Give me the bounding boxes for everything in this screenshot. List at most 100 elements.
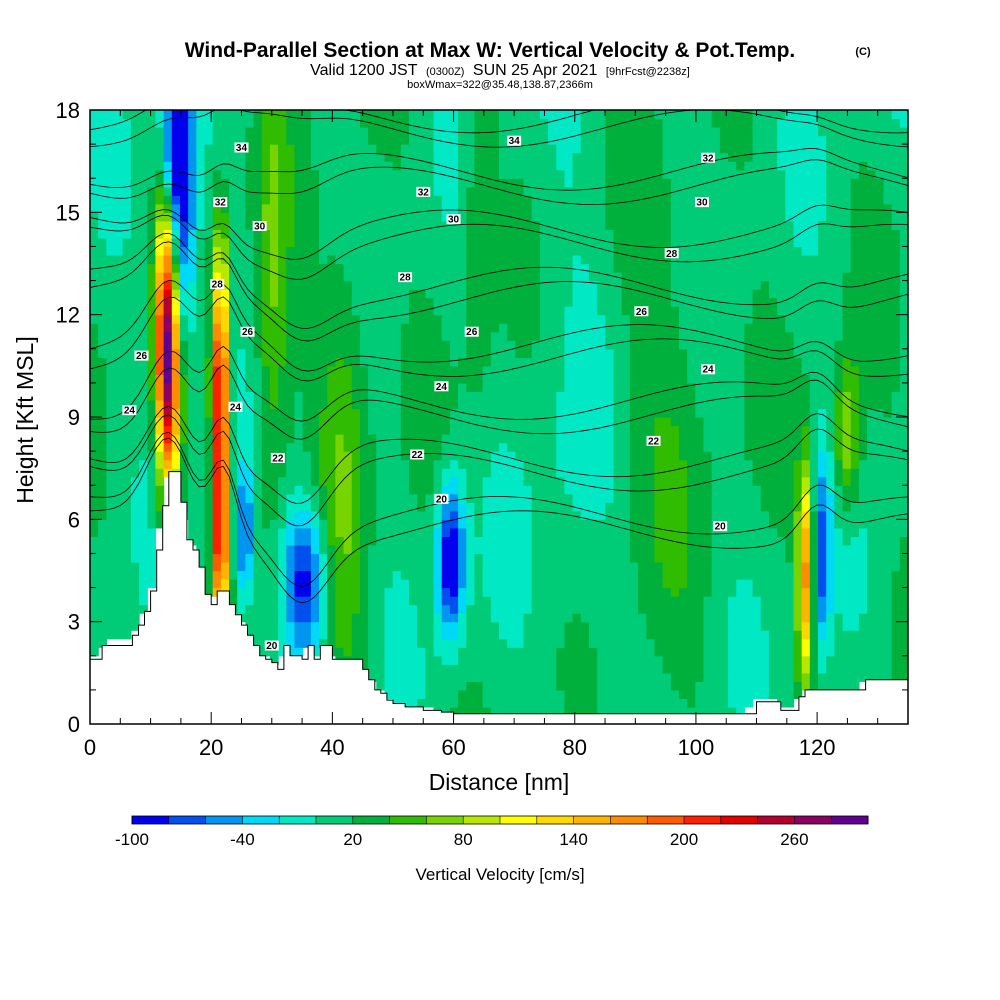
- velocity-cell: [482, 570, 492, 580]
- velocity-cell: [638, 672, 647, 682]
- velocity-cell: [507, 519, 516, 529]
- velocity-cell: [621, 246, 631, 256]
- velocity-cell: [564, 135, 574, 145]
- velocity-cell: [507, 399, 516, 410]
- velocity-cell: [179, 229, 189, 239]
- velocity-cell: [531, 365, 541, 375]
- velocity-cell: [376, 314, 386, 324]
- velocity-cell: [580, 399, 590, 410]
- velocity-cell: [458, 587, 467, 597]
- velocity-cell: [433, 161, 443, 171]
- velocity-cell: [327, 280, 336, 290]
- velocity-cell: [278, 425, 287, 435]
- velocity-cell: [499, 127, 508, 137]
- velocity-cell: [253, 357, 263, 367]
- velocity-cell: [368, 468, 377, 478]
- velocity-cell: [556, 681, 566, 691]
- velocity-cell: [286, 510, 296, 520]
- velocity-cell: [678, 178, 688, 188]
- velocity-cell: [703, 681, 713, 691]
- velocity-cell: [237, 408, 247, 418]
- velocity-cell: [613, 476, 623, 486]
- velocity-cell: [678, 203, 688, 213]
- velocity-cell: [458, 579, 467, 589]
- velocity-cell: [319, 570, 328, 580]
- velocity-cell: [409, 596, 418, 606]
- velocity-cell: [597, 144, 606, 154]
- velocity-cell: [695, 254, 705, 265]
- velocity-cell: [458, 382, 467, 393]
- velocity-cell: [507, 604, 516, 614]
- velocity-cell: [335, 237, 345, 248]
- velocity-cell: [695, 220, 705, 230]
- velocity-cell: [695, 246, 705, 256]
- velocity-cell: [490, 399, 500, 410]
- velocity-cell: [155, 169, 165, 179]
- velocity-cell: [204, 212, 214, 222]
- velocity-cell: [539, 655, 549, 665]
- velocity-cell: [98, 570, 107, 580]
- velocity-cell: [351, 263, 361, 273]
- velocity-cell: [163, 212, 173, 222]
- velocity-cell: [335, 161, 345, 171]
- velocity-cell: [441, 220, 451, 230]
- velocity-cell: [278, 135, 287, 145]
- velocity-cell: [466, 348, 476, 358]
- velocity-cell: [130, 340, 140, 350]
- velocity-cell: [678, 323, 688, 333]
- velocity-cell: [106, 468, 116, 478]
- velocity-cell: [196, 272, 206, 282]
- velocity-cell: [629, 152, 639, 162]
- velocity-cell: [613, 621, 623, 631]
- velocity-cell: [613, 331, 623, 341]
- velocity-cell: [703, 357, 713, 367]
- velocity-cell: [392, 570, 402, 580]
- velocity-cell: [417, 689, 426, 700]
- velocity-cell: [196, 195, 206, 205]
- velocity-cell: [695, 110, 705, 120]
- velocity-cell: [499, 493, 508, 503]
- velocity-cell: [531, 152, 541, 162]
- velocity-cell: [531, 630, 541, 640]
- velocity-cell: [294, 519, 304, 529]
- velocity-cell: [638, 510, 647, 520]
- velocity-cell: [400, 263, 410, 273]
- velocity-cell: [335, 579, 345, 589]
- velocity-cell: [384, 237, 394, 248]
- velocity-cell: [106, 613, 116, 623]
- velocity-cell: [572, 144, 582, 154]
- velocity-cell: [531, 698, 541, 708]
- velocity-cell: [269, 408, 279, 418]
- velocity-cell: [335, 510, 345, 520]
- velocity-cell: [490, 502, 500, 512]
- velocity-cell: [368, 127, 377, 137]
- velocity-cell: [122, 391, 132, 401]
- velocity-cell: [90, 459, 99, 469]
- velocity-cell: [310, 314, 320, 324]
- velocity-cell: [188, 374, 197, 384]
- velocity-cell: [433, 561, 443, 572]
- velocity-cell: [629, 272, 639, 282]
- velocity-cell: [482, 169, 492, 179]
- velocity-cell: [90, 493, 99, 503]
- velocity-cell: [245, 178, 255, 188]
- velocity-cell: [310, 391, 320, 401]
- velocity-cell: [474, 587, 484, 597]
- velocity-cell: [237, 297, 247, 307]
- velocity-cell: [433, 647, 443, 657]
- velocity-cell: [703, 476, 713, 486]
- velocity-cell: [245, 502, 255, 512]
- velocity-cell: [376, 152, 386, 162]
- velocity-cell: [482, 596, 492, 606]
- velocity-cell: [564, 357, 574, 367]
- velocity-cell: [368, 672, 377, 682]
- velocity-cell: [269, 630, 279, 640]
- velocity-cell: [580, 570, 590, 580]
- velocity-cell: [613, 110, 623, 120]
- velocity-cell: [319, 613, 328, 623]
- velocity-cell: [106, 178, 116, 188]
- velocity-cell: [433, 553, 443, 563]
- velocity-cell: [556, 382, 566, 393]
- velocity-cell: [425, 127, 435, 137]
- velocity-cell: [130, 613, 140, 623]
